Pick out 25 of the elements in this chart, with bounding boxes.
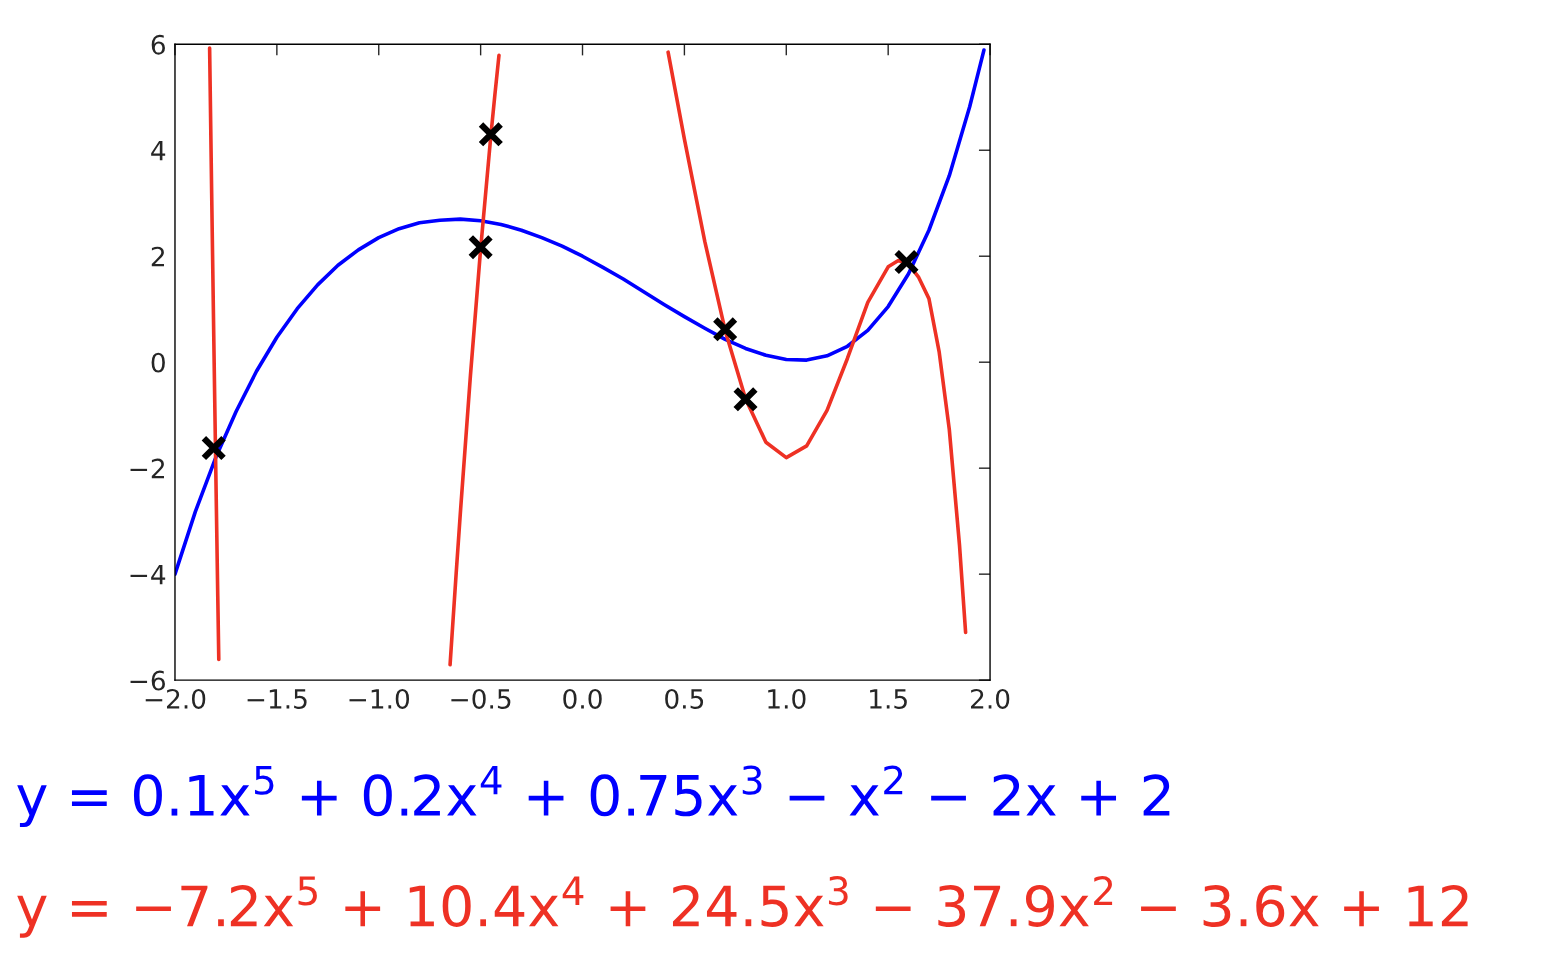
text: y = 0.1x$^{5}$ + 0.2x$^{4}$ + 0.75x$^{3}$ − x$^{2}$ − 2x + 2 xyxy=(17,765,1170,828)
y-tick-label: 0 xyxy=(151,352,165,373)
x-tick-label: −2.0 xyxy=(145,688,206,709)
x-tick-label: −0.5 xyxy=(451,688,511,709)
point xyxy=(467,234,494,261)
x-tick-label: 0.5 xyxy=(665,688,704,709)
y-tick-label: 2 xyxy=(151,246,164,267)
x-tick-label: 2.0 xyxy=(971,688,1010,709)
y-tick-label: 4 xyxy=(151,141,166,161)
y-tick-label: 6 xyxy=(151,34,165,55)
point xyxy=(477,121,504,148)
x-tick-label: 1.0 xyxy=(768,688,806,709)
y-tick-label: −6 xyxy=(130,670,165,691)
y-tick-label: −2 xyxy=(130,458,164,479)
x-tick-label: −1.5 xyxy=(247,689,307,709)
point xyxy=(200,435,227,461)
x-tick-label: −1.0 xyxy=(349,688,410,709)
x-tick-label: 1.5 xyxy=(870,689,907,709)
point xyxy=(893,249,920,275)
x-tick-label: 0.0 xyxy=(563,688,602,709)
line-series xyxy=(174,48,986,576)
y-tick-label: −4 xyxy=(130,564,166,585)
point xyxy=(712,316,739,343)
point xyxy=(732,386,759,413)
text: y = −7.2x$^{5}$ + 10.4x$^{4}$ + 24.5x$^{3}$ − 37.9x$^{2}$ − 3.6x + 12 xyxy=(17,876,1468,938)
